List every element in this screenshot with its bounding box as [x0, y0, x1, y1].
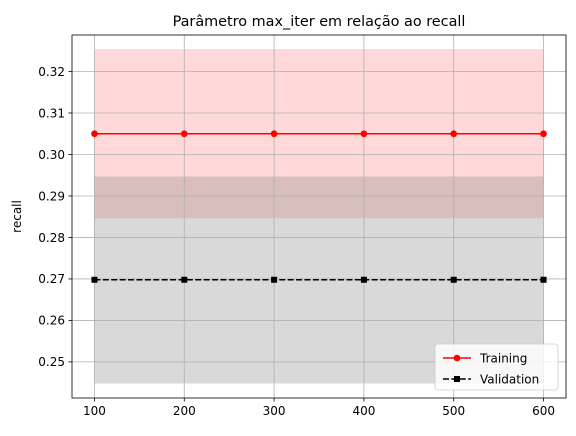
plot-frame: [71, 34, 567, 399]
y-tick-label: 0.30: [38, 148, 65, 162]
point-training: [450, 130, 458, 138]
x-axis-ticks: 100 200 300 400 500 600: [83, 398, 555, 418]
legend: Training Validation: [434, 343, 559, 391]
series-lines: [94, 132, 544, 281]
point-training: [180, 130, 188, 138]
x-tick-label: 400: [352, 404, 375, 418]
y-axis-label: recall: [10, 200, 24, 233]
point-training: [360, 130, 368, 138]
point-validation: [181, 276, 188, 283]
y-tick-label: 0.25: [38, 355, 65, 369]
x-tick-label: 600: [532, 404, 555, 418]
series-markers: [91, 130, 547, 283]
chart-title: Parâmetro max_iter em relação ao recall: [173, 14, 466, 30]
point-training: [270, 130, 278, 138]
x-tick-label: 100: [83, 404, 106, 418]
x-tick-label: 200: [173, 404, 196, 418]
y-tick-label: 0.26: [38, 314, 65, 328]
point-validation: [360, 276, 367, 283]
x-tick-label: 500: [442, 404, 465, 418]
y-tick-label: 0.29: [38, 189, 65, 203]
y-axis-ticks: 0.25 0.26 0.27 0.28 0.29 0.30 0.31 0.32: [38, 65, 72, 369]
y-tick-label: 0.27: [38, 272, 65, 286]
point-training: [540, 130, 547, 138]
legend-label-validation: Validation: [480, 372, 539, 386]
x-tick-label: 300: [263, 404, 286, 418]
legend-marker-validation: [454, 376, 460, 382]
y-tick-label: 0.31: [38, 106, 65, 120]
grid: [72, 35, 566, 398]
confidence-bands: [94, 49, 544, 384]
legend-label-training: Training: [479, 351, 527, 365]
point-validation: [91, 276, 98, 283]
point-validation: [271, 276, 278, 283]
point-training: [91, 130, 98, 138]
point-validation: [450, 276, 457, 283]
legend-marker-training: [453, 354, 461, 362]
y-tick-label: 0.28: [38, 231, 65, 245]
point-validation: [540, 276, 547, 283]
y-tick-label: 0.32: [38, 65, 65, 79]
